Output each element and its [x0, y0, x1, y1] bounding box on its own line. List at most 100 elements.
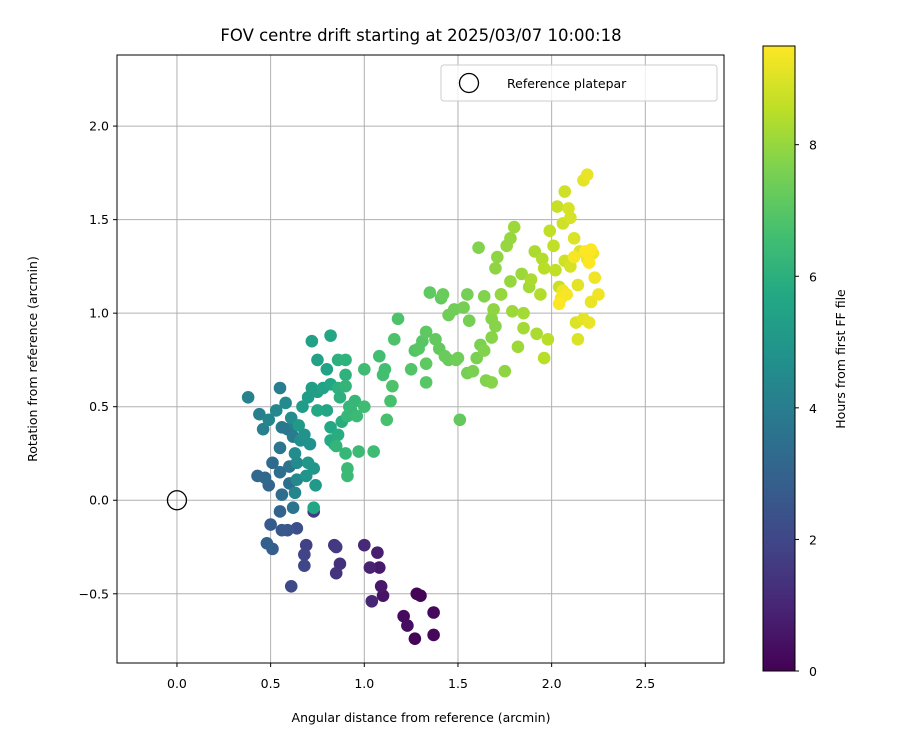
data-point: [253, 407, 266, 421]
legend-box: [440, 64, 718, 102]
data-point: [376, 589, 390, 602]
data-point: [311, 404, 324, 417]
data-point: [547, 239, 560, 253]
data-point: [386, 379, 399, 393]
colorbar-tick-label: 0: [809, 664, 817, 679]
data-point: [273, 441, 287, 455]
data-point: [262, 413, 276, 427]
data-point: [477, 290, 491, 303]
data-point: [357, 400, 371, 414]
colorbar-ticks: 0 2 4 6 8: [795, 138, 817, 679]
data-point: [404, 362, 418, 376]
data-point: [489, 319, 502, 333]
data-point: [534, 288, 547, 301]
data-point: [273, 505, 287, 518]
data-point: [320, 362, 334, 376]
data-point: [550, 200, 564, 213]
y-axis-label: Rotation from reference (arcmin): [25, 256, 40, 462]
colorbar-tick-label: 2: [809, 532, 817, 547]
data-point: [410, 587, 424, 601]
data-point: [530, 327, 543, 341]
colorbar-label: Hours from first FF file: [833, 289, 848, 429]
data-point: [491, 250, 504, 264]
colorbar-tick-label: 8: [809, 138, 817, 153]
legend-marker-icon: [458, 72, 480, 94]
colorbar: 0 2 4 6 8 Hours from first FF file: [762, 45, 848, 679]
data-point: [275, 523, 289, 537]
data-point: [571, 278, 585, 292]
data-point: [582, 316, 596, 329]
data-point: [264, 518, 277, 531]
y-axis-ticks: −0.5 0.0 0.5 1.0 1.5 2.0: [79, 119, 117, 601]
data-point: [498, 364, 512, 378]
colorbar-gradient: [763, 46, 795, 671]
data-point: [298, 428, 311, 442]
data-point: [339, 447, 352, 460]
data-point: [288, 447, 302, 460]
data-points: [241, 168, 605, 645]
data-point: [275, 488, 289, 501]
data-point: [537, 261, 551, 275]
y-tick-label: 2.0: [89, 119, 109, 134]
data-point: [290, 522, 304, 535]
x-axis-ticks: 0.0 0.5 1.0 1.5 2.0 2.5: [167, 663, 655, 691]
data-point: [494, 288, 508, 301]
x-tick-label: 1.5: [448, 676, 468, 691]
data-point: [567, 232, 581, 245]
data-point: [419, 376, 433, 389]
data-point: [324, 329, 337, 342]
data-point: [380, 413, 394, 427]
data-point: [391, 312, 405, 326]
x-tick-label: 0.5: [261, 676, 281, 691]
data-point: [258, 471, 272, 485]
data-point: [357, 362, 371, 376]
y-tick-label: 0.0: [89, 493, 109, 508]
data-point: [333, 391, 347, 404]
data-point: [363, 561, 377, 574]
data-point: [279, 396, 292, 410]
data-point: [511, 340, 525, 354]
data-point: [461, 288, 474, 301]
y-tick-label: 1.5: [89, 212, 109, 227]
data-point: [504, 275, 517, 288]
data-point: [387, 333, 401, 346]
x-axis-label: Angular distance from reference (arcmin): [292, 710, 551, 725]
data-point: [584, 243, 598, 256]
data-point: [592, 288, 605, 301]
data-point: [292, 419, 306, 432]
data-point: [515, 267, 528, 281]
grid-lines: [117, 55, 724, 663]
data-point: [466, 364, 480, 378]
data-point: [472, 241, 485, 254]
data-point: [558, 185, 572, 198]
data-point: [372, 561, 386, 574]
x-tick-label: 2.0: [542, 676, 562, 691]
colorbar-frame: [762, 45, 796, 672]
data-point: [371, 546, 384, 559]
data-point: [329, 566, 343, 580]
data-point: [269, 404, 283, 417]
data-point: [504, 232, 517, 245]
data-point: [477, 344, 491, 357]
data-point: [303, 437, 317, 451]
x-tick-label: 2.5: [635, 676, 655, 691]
data-point: [307, 462, 321, 475]
reference-marker: [166, 490, 188, 511]
data-point: [564, 211, 577, 225]
data-point: [341, 469, 354, 483]
data-point: [284, 579, 298, 593]
data-point: [266, 456, 279, 470]
data-point: [408, 632, 422, 645]
data-point: [517, 306, 530, 320]
data-point: [331, 428, 345, 442]
colorbar-tick-label: 6: [809, 269, 817, 284]
data-point: [241, 391, 255, 404]
data-point: [352, 445, 365, 458]
data-point: [367, 445, 380, 458]
data-point: [298, 548, 311, 561]
data-point: [507, 220, 521, 234]
data-point: [348, 394, 362, 408]
data-point: [365, 594, 379, 608]
data-point: [311, 353, 324, 367]
